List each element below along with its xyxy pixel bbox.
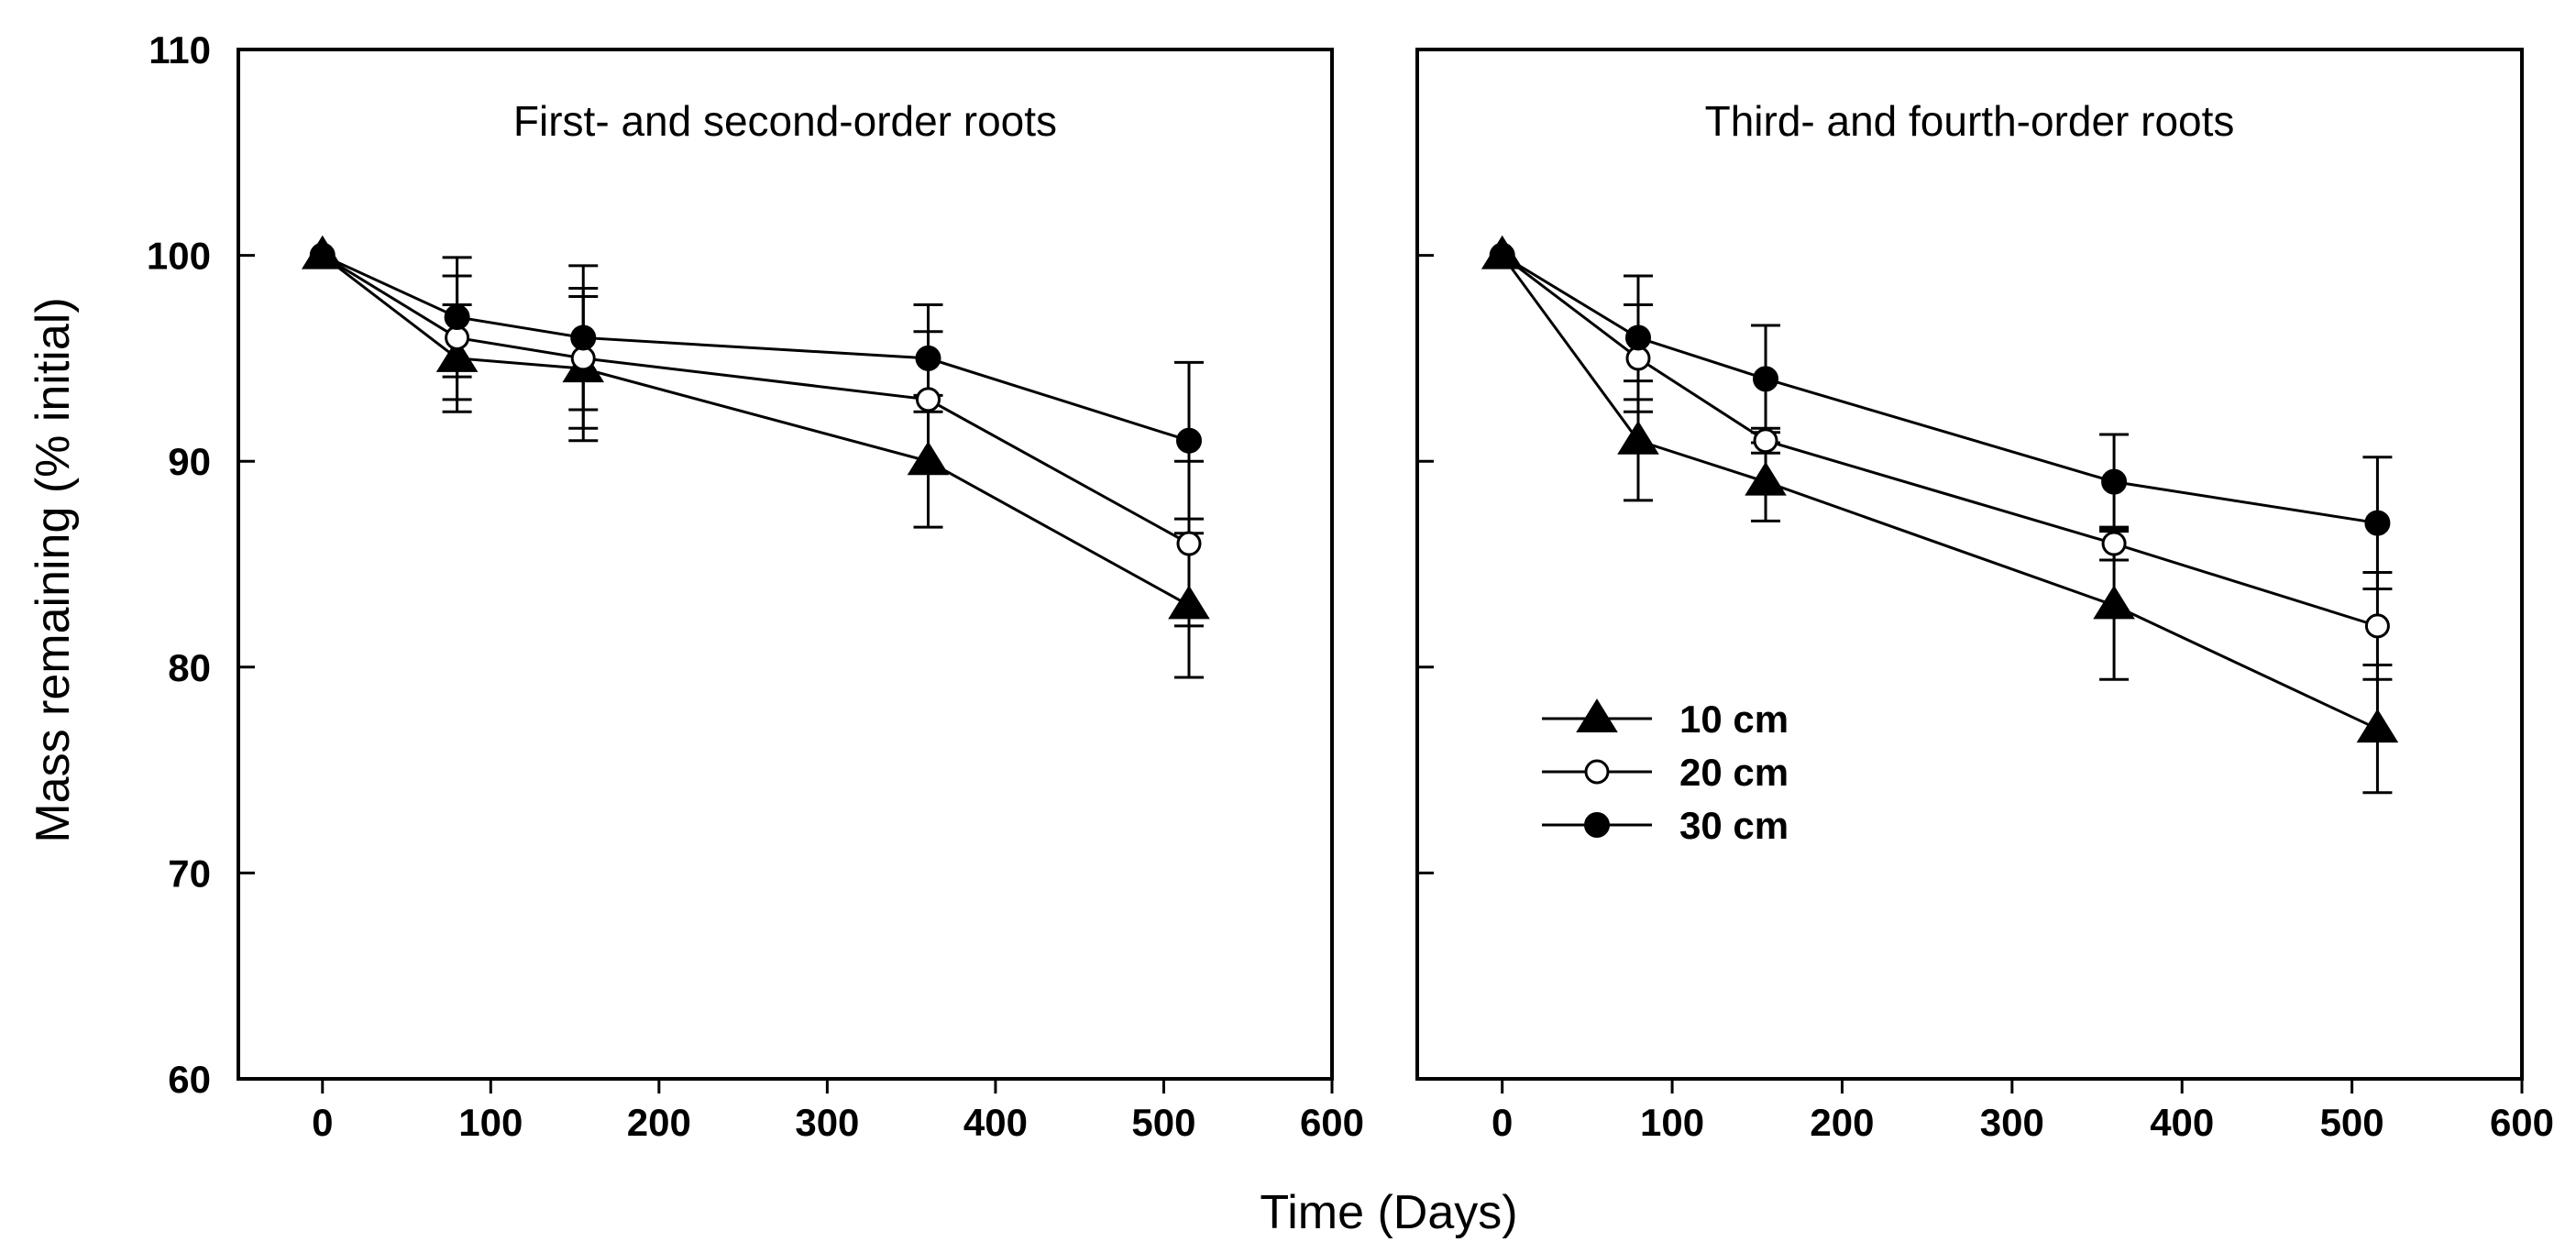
y-tick-label: 80 <box>168 646 211 689</box>
y-tick-label: 110 <box>149 28 211 71</box>
legend-marker-20cm <box>1584 759 1610 785</box>
data-point-20cm <box>1176 531 1202 556</box>
x-tick-label: 0 <box>1492 1101 1513 1144</box>
data-point-20cm <box>1753 428 1778 454</box>
x-tick-label: 600 <box>2490 1101 2554 1144</box>
legend-marker-30cm <box>1584 812 1610 838</box>
plot-frame <box>237 48 1334 1081</box>
x-tick-label: 400 <box>963 1101 1028 1144</box>
x-tick-label: 100 <box>1640 1101 1704 1144</box>
legend-label-20cm: 20 cm <box>1679 751 1789 794</box>
data-point-30cm <box>1625 324 1651 351</box>
y-tick-label: 90 <box>168 440 211 483</box>
data-point-30cm <box>1753 366 1779 392</box>
data-point-30cm <box>309 242 336 269</box>
legend: 10 cm 20 cm 30 cm <box>1542 698 1789 847</box>
data-point-30cm <box>1489 242 1515 269</box>
data-point-10cm <box>1617 420 1659 455</box>
panel-first-second-order: 0 100 200 300 400 500 600 60 70 80 90 100 110 First- … <box>147 28 1364 1144</box>
panel-title: First- and second-order roots <box>513 97 1057 145</box>
data-point-30cm <box>2364 510 2391 536</box>
x-tick-label: 300 <box>795 1101 859 1144</box>
x-axis-title: Time (Days) <box>1260 1186 1517 1239</box>
series-line-30cm <box>1501 254 2378 525</box>
x-tick-label: 500 <box>1131 1101 1195 1144</box>
y-tick-label: 70 <box>168 852 211 895</box>
plot-frame <box>1415 48 2524 1081</box>
data-point-10cm <box>1745 461 1787 496</box>
legend-marker-10cm <box>1576 698 1618 732</box>
data-point-20cm <box>2364 613 2390 639</box>
x-tick-label: 200 <box>627 1101 691 1144</box>
legend-label-10cm: 10 cm <box>1679 698 1789 741</box>
data-point-10cm <box>2093 585 2135 620</box>
data-point-10cm <box>2356 709 2399 743</box>
data-point-30cm <box>444 303 470 330</box>
y-tick-label: 100 <box>147 235 211 278</box>
x-tick-label: 100 <box>458 1101 523 1144</box>
x-tick-label: 0 <box>312 1101 333 1144</box>
data-point-30cm <box>2101 468 2128 495</box>
legend-label-30cm: 30 cm <box>1679 804 1789 847</box>
data-point-20cm <box>916 387 941 412</box>
data-point-20cm <box>445 324 470 350</box>
x-tick-label: 600 <box>1300 1101 1364 1144</box>
y-axis-title: Mass remaining (% initial) <box>27 297 80 842</box>
x-tick-label: 400 <box>2150 1101 2214 1144</box>
panel-third-fourth-order: 0 100 200 300 400 500 600 Third- and fourth-ord… <box>1415 48 2554 1144</box>
data-point-30cm <box>570 324 597 351</box>
x-tick-label: 200 <box>1810 1101 1874 1144</box>
data-point-20cm <box>1625 346 1651 371</box>
x-tick-label: 500 <box>2320 1101 2384 1144</box>
data-point-10cm <box>1168 585 1210 620</box>
panel-title: Third- and fourth-order roots <box>1705 97 2235 145</box>
data-point-30cm <box>915 345 941 371</box>
data-point-10cm <box>435 337 479 372</box>
data-point-20cm <box>570 346 596 371</box>
data-point-30cm <box>1175 427 1202 454</box>
x-tick-label: 300 <box>1980 1101 2044 1144</box>
y-tick-label: 60 <box>168 1058 211 1101</box>
data-point-20cm <box>2101 531 2127 556</box>
data-point-10cm <box>907 441 950 476</box>
